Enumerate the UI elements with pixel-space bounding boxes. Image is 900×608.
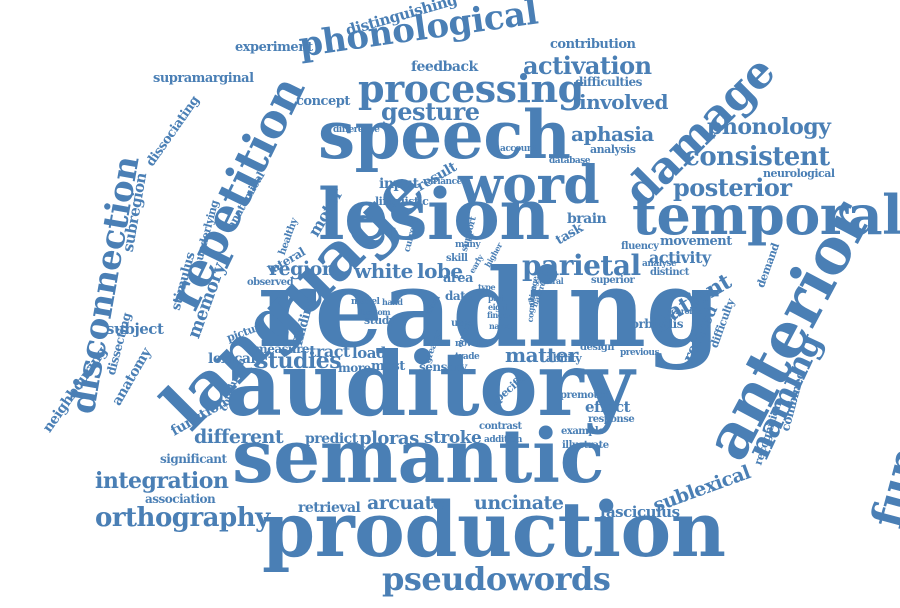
word-neurological: neurological — [763, 167, 835, 180]
word-supramarginal: supramarginal — [153, 71, 254, 86]
word-parietal: parietal — [522, 249, 641, 282]
word-area: area — [443, 271, 473, 286]
word-uncinate: uncinate — [474, 492, 564, 514]
word-hand: hand — [382, 297, 403, 307]
word-ability: ability — [546, 352, 582, 365]
word-pseudowords: pseudowords — [382, 560, 611, 598]
word-difference: difference — [333, 125, 380, 135]
word-functional: functional — [861, 280, 900, 534]
word-gesture: gesture — [381, 97, 480, 126]
word-temporal: temporal — [632, 183, 900, 247]
word-lesion: lesion — [318, 173, 550, 256]
word-activity: activity — [649, 248, 711, 267]
word-reading: reading — [258, 246, 721, 372]
word-concept: concept — [296, 94, 350, 109]
word-integration: integration — [95, 468, 229, 494]
word-contrast: contrast — [479, 421, 522, 432]
word-sensory: sensory — [419, 360, 467, 374]
word-part: part — [488, 293, 505, 303]
word-different: different — [194, 426, 284, 448]
word-semantic: semantic — [232, 414, 605, 500]
word-experiment: experiment — [235, 40, 313, 55]
word-auditory: auditory — [225, 332, 634, 436]
word-type: type — [478, 282, 496, 292]
word-aphasia: aphasia — [571, 122, 654, 146]
word-model: model — [351, 297, 380, 307]
word-contribution: contribution — [550, 37, 636, 52]
word-trade: trade — [455, 352, 480, 362]
word-addition: addition — [484, 435, 522, 445]
word-subject: subject — [106, 320, 164, 338]
word-arcuate: arcuate — [367, 492, 445, 514]
word-matter: matter — [505, 343, 578, 367]
word-word: word — [458, 155, 600, 216]
word-difficulties: difficulties — [575, 75, 642, 89]
word-measure: measure — [255, 342, 310, 356]
word-ploras: ploras — [359, 428, 419, 449]
word-finger: finger — [487, 310, 512, 320]
word-brain: brain — [567, 211, 607, 227]
word-dissociating: dissociating — [143, 93, 203, 170]
word-lobe: lobe — [417, 259, 463, 283]
word-linguistic: linguistic — [375, 195, 429, 208]
word-predict: predict — [305, 431, 358, 447]
word-fluency: fluency — [621, 241, 659, 252]
word-superior: superior — [591, 275, 635, 286]
word-orthography: orthography — [95, 503, 270, 533]
word-studies: studies — [256, 348, 342, 374]
word-load: load — [352, 344, 386, 362]
word-analyse: analyse — [642, 259, 677, 269]
word-feedback: feedback — [411, 59, 478, 75]
word-data: data — [445, 289, 473, 303]
word-skill: skill — [446, 253, 468, 264]
word-lexical: lexical — [208, 351, 256, 367]
word-activation: activation — [523, 51, 652, 80]
word-effect: effect — [585, 398, 631, 416]
word-study: study — [364, 314, 395, 327]
word-chronic: chronic — [671, 306, 702, 316]
word-novel: novel — [455, 339, 480, 349]
word-tract: tract — [309, 342, 350, 361]
word-many: many — [455, 240, 481, 250]
word-movement: movement — [660, 234, 732, 249]
word-consistent: consistent — [684, 142, 830, 172]
word-retrieval: retrieval — [298, 500, 361, 516]
word-fasciculus: fasciculus — [600, 503, 680, 521]
word-posterior: posterior — [673, 173, 792, 202]
word-region: region — [269, 258, 336, 280]
word-premotor: premotor — [560, 390, 609, 401]
word-white: white — [354, 259, 413, 283]
word-input: input — [379, 176, 419, 192]
word-example: example — [561, 426, 605, 437]
word-name: name — [489, 321, 512, 331]
word-phonology: phonology — [707, 114, 831, 140]
word-previous: previous — [620, 348, 660, 358]
word-significant: significant — [160, 452, 227, 466]
word-account: account — [500, 144, 537, 154]
word-production: production — [262, 485, 726, 574]
word-database: database — [549, 156, 591, 166]
word-ventral: ventral — [535, 276, 564, 286]
word-eight: eight — [488, 302, 509, 312]
word-involved: involved — [579, 90, 669, 114]
word-analysis: analysis — [590, 143, 636, 156]
word-processing: processing — [358, 66, 584, 111]
word-speech: speech — [318, 96, 571, 174]
word-response: response — [588, 414, 635, 425]
word-variance: variance — [423, 177, 462, 187]
word-more: more — [338, 361, 371, 375]
word-illustrate: illustrate — [562, 440, 609, 451]
word-distinct: distinct — [650, 267, 689, 278]
word-design: design — [580, 342, 615, 353]
word-bottom: bottom — [361, 307, 391, 317]
word-task: task — [553, 220, 586, 249]
word-observed: observed — [247, 277, 294, 288]
word-association: association — [145, 492, 216, 506]
word-orbitalis: orbitalis — [631, 317, 683, 331]
word-used: used — [451, 318, 476, 329]
word-stroke: stroke — [424, 428, 482, 448]
word-most: most — [371, 359, 405, 374]
